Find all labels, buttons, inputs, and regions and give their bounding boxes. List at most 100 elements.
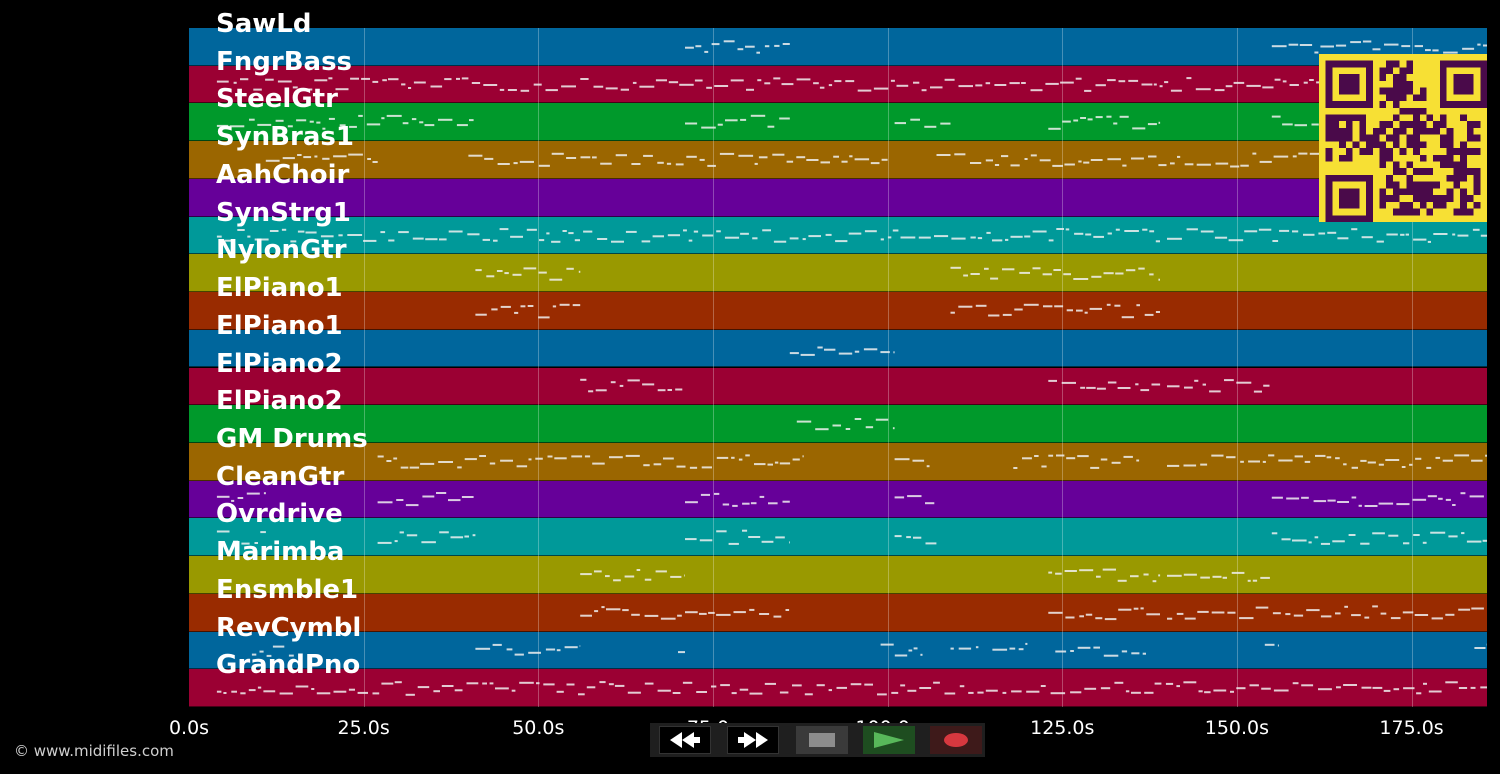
track-lane[interactable] (189, 631, 1487, 670)
note-span (1167, 571, 1270, 582)
note-span (1271, 492, 1484, 507)
note-span (894, 118, 951, 128)
note-span (1055, 646, 1146, 657)
qr-code[interactable] (1319, 54, 1487, 222)
transport-controls (650, 723, 985, 757)
stop-button[interactable] (796, 726, 848, 754)
rewind-button[interactable] (659, 726, 711, 754)
grid-line (1411, 28, 1413, 707)
track-label: GrandPno (216, 650, 361, 681)
note-span (216, 114, 474, 130)
note-span (468, 152, 888, 167)
note-span (1048, 379, 1161, 392)
track-lane[interactable] (189, 405, 1487, 443)
grid-line (1236, 28, 1238, 707)
play-button[interactable] (863, 726, 915, 754)
note-span (1474, 643, 1487, 649)
track-lane[interactable] (189, 292, 1487, 330)
note-span (1271, 40, 1487, 54)
grid-line (1062, 28, 1064, 707)
track-label: NylonGtr (216, 235, 347, 266)
note-span (580, 378, 683, 393)
note-span (216, 681, 1487, 696)
note-layer (216, 40, 1487, 696)
track-lane[interactable] (189, 254, 1487, 293)
note-span (580, 569, 685, 582)
note-span (1048, 454, 1140, 469)
record-button[interactable] (930, 726, 982, 754)
track-label: CleanGtr (216, 461, 345, 492)
time-tick-label: 175.0s (1379, 717, 1444, 739)
track-label: ElPiano1 (216, 273, 343, 304)
track-label: ElPiano1 (216, 310, 343, 341)
note-span (950, 266, 1160, 281)
note-span (377, 492, 474, 507)
track-label: Ovrdrive (216, 499, 343, 530)
time-tick-label: 25.0s (337, 717, 390, 739)
track-label: ElPiano2 (216, 386, 343, 417)
track-label: FngrBass (216, 46, 353, 77)
track-lane[interactable] (189, 593, 1487, 632)
rewind-icon (670, 732, 700, 748)
stop-icon (809, 733, 835, 747)
note-span (475, 303, 581, 319)
note-span (685, 40, 790, 54)
note-span (1167, 454, 1487, 469)
note-span (216, 228, 1160, 243)
note-span (894, 458, 930, 468)
note-span (894, 495, 935, 505)
grid-line (887, 28, 889, 707)
track-label: SynStrg1 (216, 197, 351, 228)
track-lane[interactable] (189, 28, 1487, 66)
track-label: SawLd (216, 9, 312, 39)
track-label: ElPiano2 (216, 348, 343, 379)
grid-line (363, 28, 365, 707)
track-lane[interactable] (189, 141, 1487, 179)
track-label: SteelGtr (216, 84, 338, 115)
track-lane[interactable] (189, 178, 1487, 217)
note-span (251, 645, 294, 657)
track-lane[interactable] (189, 518, 1487, 557)
grid-line (712, 28, 714, 707)
note-span (1167, 379, 1270, 393)
note-span (1013, 455, 1047, 469)
piano-roll-plot[interactable] (189, 28, 1487, 707)
track-lane[interactable] (189, 480, 1487, 519)
fast-forward-button[interactable] (727, 726, 779, 754)
track-lane[interactable] (189, 329, 1487, 368)
track-label: AahChoir (216, 159, 350, 190)
track-lane[interactable] (189, 442, 1487, 481)
note-span (216, 492, 266, 502)
track-lane[interactable] (189, 556, 1487, 594)
note-span (685, 492, 790, 507)
fast-forward-icon (738, 732, 768, 748)
time-tick-label: 50.0s (512, 717, 565, 739)
track-lane[interactable] (189, 367, 1487, 406)
track-label: Marimba (216, 537, 345, 568)
time-tick-label: 125.0s (1030, 717, 1095, 739)
note-span (1048, 568, 1161, 583)
note-span (475, 267, 581, 281)
note-span (992, 642, 1028, 651)
note-span (1167, 605, 1484, 620)
note-span (950, 303, 1160, 319)
note-span (950, 646, 979, 650)
note-span (894, 535, 937, 545)
time-tick-label: 0.0s (168, 717, 210, 739)
track-lane[interactable] (189, 216, 1487, 255)
note-span (796, 418, 895, 431)
note-span (1167, 228, 1487, 243)
time-tick-label: 150.0s (1204, 717, 1270, 739)
note-span (685, 114, 790, 129)
play-icon (874, 732, 904, 748)
note-span (377, 454, 804, 469)
copyright-notice: © www.midifiles.com (14, 742, 174, 760)
note-span (1048, 115, 1161, 130)
note-span (685, 529, 790, 545)
note-span (377, 531, 476, 544)
track-label: SynBras1 (216, 122, 354, 153)
note-span (678, 651, 685, 654)
note-span (880, 643, 923, 657)
note-span (475, 643, 581, 656)
note-span (1264, 643, 1279, 647)
